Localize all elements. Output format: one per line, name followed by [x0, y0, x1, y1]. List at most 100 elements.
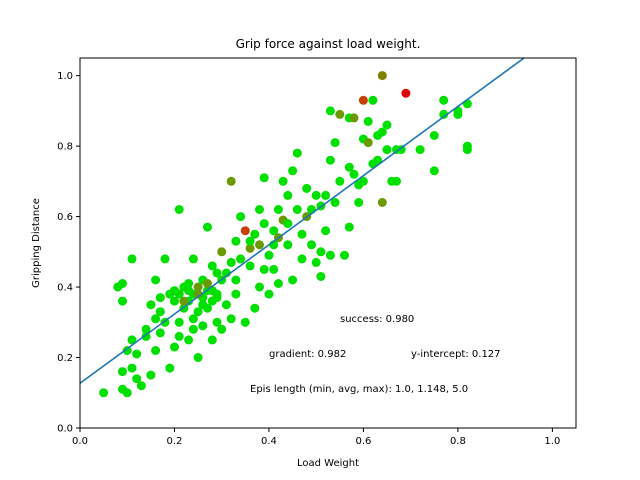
data-point [212, 293, 222, 303]
data-point [151, 275, 161, 285]
data-point [292, 148, 302, 158]
data-point [127, 335, 137, 345]
data-point [155, 293, 165, 303]
data-point [146, 300, 156, 310]
x-tick-label: 0.8 [450, 436, 466, 447]
x-axis-label: Load Weight [297, 458, 359, 469]
data-point [151, 314, 161, 324]
data-point [462, 99, 472, 109]
data-point [146, 370, 156, 380]
data-point [170, 296, 179, 306]
data-point [307, 240, 316, 250]
data-point [221, 300, 231, 310]
data-point [335, 176, 345, 186]
data-point [245, 236, 255, 246]
data-point [203, 222, 212, 232]
success-annotation: success: 0.980 [340, 314, 414, 325]
data-point [349, 113, 359, 123]
data-point [307, 205, 316, 214]
data-point [160, 254, 170, 264]
data-point [392, 176, 401, 186]
data-point [184, 279, 194, 288]
data-point [330, 198, 340, 207]
y-tick-label: 1.0 [57, 71, 73, 82]
y-tick-label: 0.0 [57, 424, 73, 435]
intercept-annotation: y-intercept: 0.127 [411, 349, 501, 360]
data-point [292, 205, 302, 214]
data-point [255, 205, 264, 214]
data-point [155, 307, 165, 317]
data-point [259, 219, 269, 229]
data-point [179, 296, 189, 306]
data-point [207, 286, 217, 296]
data-point [325, 155, 335, 165]
data-point [278, 176, 288, 186]
data-point [429, 131, 439, 140]
data-point [231, 236, 241, 246]
data-point [382, 120, 392, 130]
data-point [415, 145, 425, 155]
data-point [321, 190, 331, 200]
data-point [316, 247, 326, 257]
data-point [283, 240, 293, 250]
data-point [151, 346, 161, 355]
data-point [358, 95, 368, 105]
data-point [297, 229, 307, 239]
data-point [155, 328, 165, 338]
y-tick-label: 0.6 [57, 212, 73, 223]
data-point [170, 342, 179, 352]
chart-title: Grip force against load weight. [236, 37, 421, 51]
data-point [236, 254, 246, 264]
data-point [118, 279, 127, 288]
data-point [269, 226, 279, 236]
data-point [316, 272, 326, 281]
x-axis: 0.0 0.2 0.4 0.6 0.8 1.0 [72, 428, 560, 447]
y-axis-label: Gripping Distance [31, 198, 42, 288]
data-point [311, 190, 321, 200]
data-point [184, 286, 194, 296]
y-tick-label: 0.4 [57, 283, 73, 294]
data-point [207, 335, 217, 345]
data-point [273, 205, 283, 214]
data-point [188, 324, 198, 334]
data-point [127, 254, 137, 264]
data-point [165, 363, 175, 373]
data-point [212, 317, 222, 327]
data-point [354, 180, 364, 190]
data-point [174, 331, 184, 341]
data-point [118, 296, 127, 306]
data-point [136, 381, 146, 391]
data-point [198, 300, 208, 310]
data-point [203, 279, 212, 288]
data-point [255, 240, 264, 250]
data-point [250, 303, 260, 313]
data-point [240, 317, 250, 327]
data-point [368, 95, 378, 105]
data-point [236, 212, 246, 222]
data-point [226, 176, 236, 186]
data-point [217, 324, 227, 334]
data-point [245, 243, 255, 253]
x-tick-label: 0.6 [355, 436, 371, 447]
data-point [118, 367, 127, 377]
data-point [141, 324, 151, 334]
data-point [330, 138, 340, 148]
data-point [382, 145, 392, 155]
data-point [344, 162, 354, 172]
data-point [344, 222, 354, 232]
data-point [439, 109, 449, 119]
data-point [377, 198, 387, 207]
data-point [231, 275, 241, 285]
data-point [170, 286, 179, 296]
data-point [193, 307, 203, 317]
episode-length-annotation: Epis length (min, avg, max): 1.0, 1.148,… [250, 384, 468, 395]
data-point [325, 250, 335, 260]
y-axis: 0.0 0.2 0.4 0.6 0.8 1.0 [57, 71, 80, 435]
data-point [340, 250, 349, 260]
data-point [132, 349, 142, 359]
data-point [259, 264, 269, 274]
plot-frame [79, 57, 577, 429]
data-point [122, 388, 132, 398]
